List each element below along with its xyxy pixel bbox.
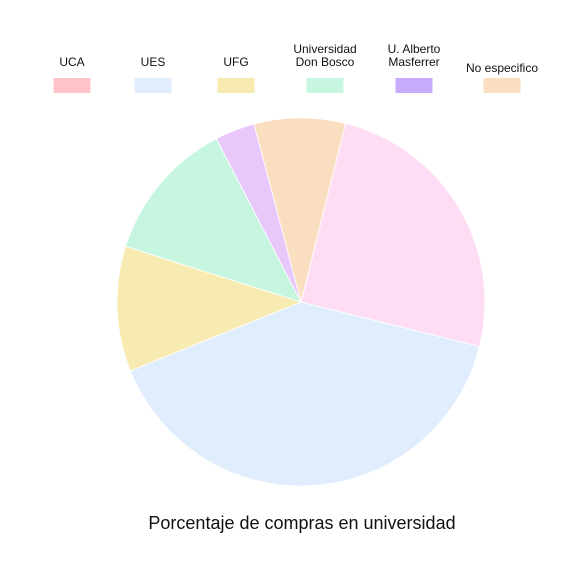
legend-label-2: UFG: [223, 55, 248, 69]
legend-label-1: UES: [141, 55, 166, 69]
legend-item-2: UFG: [217, 55, 255, 93]
legend-swatch-2: [217, 78, 255, 93]
legend-swatch-4: [395, 78, 433, 93]
pie-slice-2: [116, 245, 303, 372]
legend-item-1: UES: [134, 55, 172, 93]
pie-slice-5: [253, 117, 346, 303]
legend-swatch-5: [483, 78, 521, 93]
legend-item-0: UCA: [53, 55, 91, 93]
pie-slices: [116, 117, 486, 487]
legend-swatch-3: [306, 78, 344, 93]
legend-swatch-0: [53, 78, 91, 93]
chart-title: Porcentaje de compras en universidad: [148, 513, 455, 533]
legend-label-4-line1: Masferrer: [388, 55, 439, 69]
legend-label-0: UCA: [59, 55, 84, 69]
legend-label-3-line1: Don Bosco: [296, 55, 355, 69]
pie-slice-0: [300, 122, 486, 347]
legend-swatch-1: [134, 78, 172, 93]
legend-label-5: No especifico: [466, 61, 538, 75]
legend-label-4-line0: U. Alberto: [388, 42, 441, 56]
legend-item-5: No especifico: [466, 61, 538, 93]
pie-slice-3: [125, 138, 302, 303]
legend-label-3-line0: Universidad: [293, 42, 356, 56]
pie-slice-1: [129, 301, 481, 487]
